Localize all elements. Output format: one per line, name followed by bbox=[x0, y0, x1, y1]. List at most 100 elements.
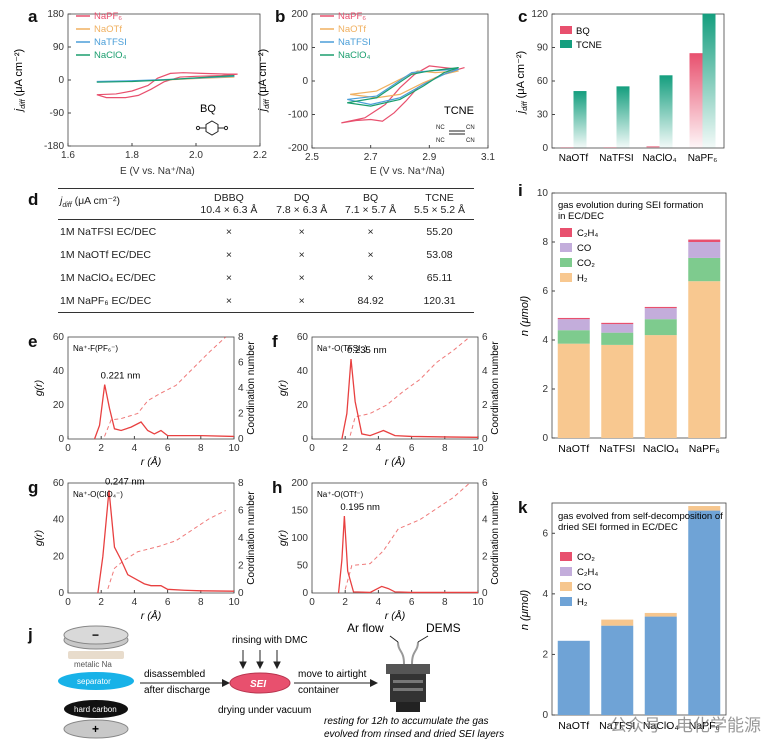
ticks-k: 0 2 4 6 bbox=[542, 528, 555, 721]
x-tick-label: 10 bbox=[472, 597, 484, 608]
y-tick-label: 20 bbox=[53, 551, 65, 562]
table-row: 1M NaClO₄ EC/DEC × × × 65.11 bbox=[58, 266, 474, 289]
panel-j: j − metalic Na separator hard carbon + d… bbox=[27, 621, 504, 740]
y-tick-label: 0 bbox=[302, 76, 308, 87]
title-k: gas evolved from self-decomposition of dr… bbox=[558, 511, 723, 533]
x-tick-label: NaOTf bbox=[558, 443, 589, 455]
x-tick-label: 8 bbox=[198, 443, 204, 454]
x-tick-label: 1.8 bbox=[125, 150, 139, 161]
x-tick-label: 2.7 bbox=[364, 152, 378, 163]
y-axis-label-k: n (μmol) bbox=[519, 590, 531, 631]
y-tick-label: 0 bbox=[58, 75, 64, 86]
bar-bq-NaTFSI bbox=[603, 147, 617, 148]
x-tick-label: 2.0 bbox=[189, 150, 203, 161]
plot-frame-i bbox=[551, 192, 727, 439]
y-tick-label: 60 bbox=[537, 76, 549, 87]
legend-text-NaTFSI: NaTFSI bbox=[338, 37, 371, 48]
bar-C2H4-NaPF6 bbox=[688, 239, 721, 242]
legend-text-tcne: TCNE bbox=[576, 40, 602, 51]
bar-tcne-NaOTf bbox=[573, 91, 587, 148]
bar-CO-NaClO4 bbox=[644, 612, 677, 617]
table-cell: × bbox=[367, 248, 374, 261]
x-tick-label: NaOTf bbox=[559, 153, 589, 164]
svg-text:CN: CN bbox=[466, 125, 475, 131]
x-tick-label: 2 bbox=[98, 443, 104, 454]
cv-curve-NaPF6 bbox=[96, 72, 238, 99]
table-cell: × bbox=[225, 248, 232, 261]
y-tick-label: 50 bbox=[297, 561, 309, 572]
table-cell: 65.11 bbox=[426, 271, 453, 284]
rdf-curve bbox=[97, 490, 235, 594]
x-tick-label: 2.9 bbox=[422, 152, 436, 163]
y-axis-label: g(r) bbox=[277, 380, 289, 396]
y-tick-label: 30 bbox=[537, 110, 549, 121]
panel-i: i 0 2 4 6 8 10 NaOTf NaTFSI NaClO₄ NaPF₆ gas evo… bbox=[518, 181, 727, 455]
legend-text: C₂H₄ bbox=[577, 567, 598, 578]
bar-H2-NaTFSI bbox=[601, 625, 634, 715]
bar-H2-NaClO4 bbox=[644, 616, 677, 715]
ticks-c: 0 30 60 90 120 bbox=[531, 9, 555, 154]
pair-label: Na⁺-F(PF₆⁻) bbox=[73, 344, 118, 353]
y-tick-label: 120 bbox=[531, 9, 548, 20]
minus-sign: − bbox=[92, 628, 99, 642]
legend-text-NaPF6: NaPF₆ bbox=[94, 11, 122, 22]
bar-CO-NaTFSI bbox=[601, 324, 634, 333]
arrow-disassemble-head bbox=[222, 679, 230, 687]
bars-c: NaOTf NaTFSI NaClO₄ NaPF₆ bbox=[559, 13, 718, 164]
y-tick-label: 60 bbox=[53, 478, 65, 489]
panel-c: c 0 30 60 90 120 NaOTf NaTFSI NaClO₄ NaPF₆ BQ T… bbox=[518, 7, 725, 164]
rdf-curve bbox=[93, 384, 235, 440]
bar-CO2-NaClO4 bbox=[644, 319, 677, 336]
y-axis-label-b: jdiff (μA cm⁻²) bbox=[257, 49, 271, 113]
x-axis-label: r (Å) bbox=[141, 455, 161, 468]
panel-label-f: f bbox=[272, 332, 278, 351]
legend-a: NaPF₆ NaOTf NaTFSI NaClO₄ bbox=[76, 11, 127, 61]
y2-tick-label: 2 bbox=[482, 400, 488, 411]
cv-curve-NaTFSI bbox=[96, 75, 235, 83]
y2-tick-label: 0 bbox=[238, 588, 244, 599]
table-header-jdiff: jdiff (μA cm⁻²) bbox=[58, 188, 191, 220]
y2-tick-label: 0 bbox=[482, 588, 488, 599]
airtight-container-icon bbox=[386, 635, 430, 712]
peak-label: 0.247 nm bbox=[105, 476, 145, 487]
y-tick-label: 20 bbox=[297, 400, 309, 411]
y-tick-label: -100 bbox=[288, 110, 308, 121]
x-tick-label: NaClO₄ bbox=[643, 443, 679, 455]
y-tick-label: 2 bbox=[542, 649, 548, 660]
legend-swatch-tcne bbox=[560, 40, 572, 48]
panel-label-c: c bbox=[518, 7, 527, 26]
curves-b bbox=[341, 65, 465, 124]
peak-label: 0.235 nm bbox=[347, 345, 387, 356]
x-tick-label: NaPF₆ bbox=[689, 720, 720, 732]
coin-cell-stack: − metalic Na separator hard carbon + bbox=[58, 625, 134, 739]
panel-label-h: h bbox=[272, 478, 282, 497]
bar-H2-NaClO4 bbox=[644, 335, 677, 438]
table-cell: 55.20 bbox=[426, 225, 453, 238]
legend-text: H₂ bbox=[577, 597, 588, 608]
tcne-structure-icon: NC CN NC CN bbox=[436, 125, 475, 144]
table-header-dbbq: DBBQ 10.4 × 6.3 Å bbox=[190, 188, 268, 220]
y2-tick-label: 6 bbox=[238, 358, 244, 369]
legend-text-NaPF6: NaPF₆ bbox=[338, 11, 366, 22]
legend-swatch bbox=[560, 258, 572, 267]
rdf-curve bbox=[341, 359, 479, 440]
x-tick-label: NaPF₆ bbox=[688, 153, 718, 164]
hard-carbon-label: hard carbon bbox=[74, 705, 117, 714]
bar-H2-NaPF6 bbox=[688, 510, 721, 715]
y2-tick-label: 4 bbox=[238, 383, 244, 394]
panel-k: k 0 2 4 6 NaOTf NaTFSI NaClO₄ NaPF₆ gas evolve… bbox=[518, 498, 727, 732]
x-tick-label: 6 bbox=[165, 597, 171, 608]
legend-swatch bbox=[560, 567, 572, 576]
legend-swatch bbox=[560, 273, 572, 282]
bar-CO2-NaTFSI bbox=[601, 332, 634, 345]
bar-CO2-NaOTf bbox=[557, 330, 590, 344]
y-axis-label: g(r) bbox=[277, 530, 289, 546]
pair-label: Na⁺-O(ClO₄⁻) bbox=[73, 490, 123, 499]
bar-tcne-NaTFSI bbox=[616, 86, 630, 148]
legend-text: CO₂ bbox=[577, 552, 595, 563]
y-tick-label: 90 bbox=[53, 42, 65, 53]
table-cell: × bbox=[190, 289, 268, 313]
cv-curve-NaOTf bbox=[350, 70, 459, 99]
svg-text:NC: NC bbox=[436, 138, 445, 144]
